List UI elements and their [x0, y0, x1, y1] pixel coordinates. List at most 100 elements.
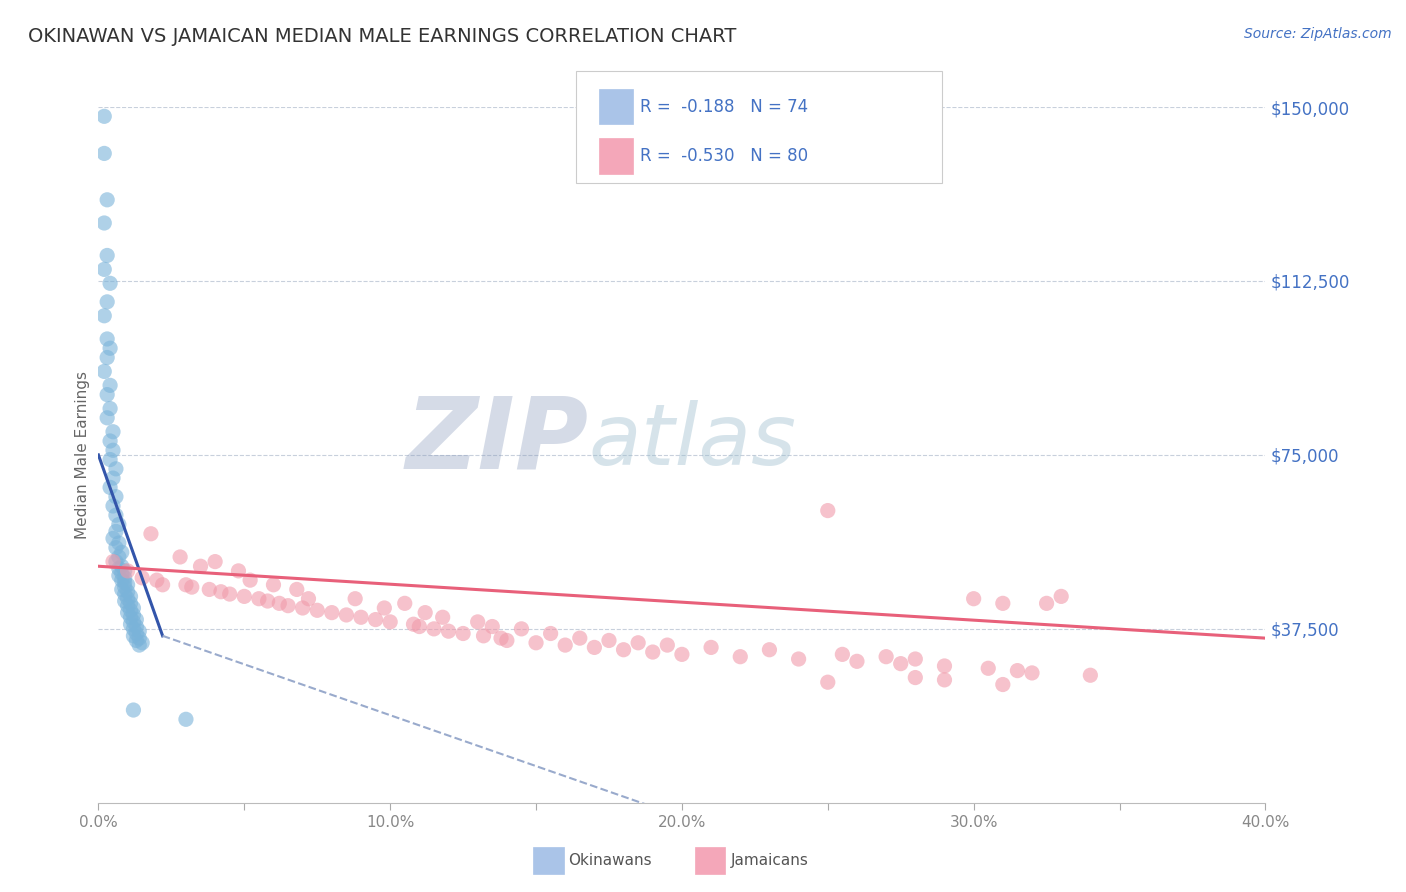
Point: [364, 613, 387, 627]
Point: [101, 425, 124, 439]
Point: [128, 624, 150, 639]
Point: [787, 652, 810, 666]
Point: [817, 675, 839, 690]
Point: [93, 364, 115, 378]
Point: [350, 610, 373, 624]
Point: [120, 590, 142, 604]
Point: [524, 636, 547, 650]
Point: [108, 568, 131, 582]
Point: [98, 277, 121, 291]
Point: [114, 575, 136, 590]
Point: [108, 536, 131, 550]
Point: [373, 601, 395, 615]
Text: atlas: atlas: [589, 400, 797, 483]
Text: ZIP: ZIP: [405, 392, 589, 490]
Point: [117, 584, 139, 599]
Point: [962, 591, 984, 606]
Point: [297, 591, 319, 606]
Point: [817, 503, 839, 517]
Point: [104, 555, 127, 569]
Point: [1050, 590, 1073, 604]
Point: [875, 649, 897, 664]
Point: [93, 309, 115, 323]
Text: Okinawans: Okinawans: [568, 854, 651, 868]
Point: [934, 659, 956, 673]
Text: Source: ZipAtlas.com: Source: ZipAtlas.com: [1244, 27, 1392, 41]
Point: [408, 619, 430, 633]
Point: [335, 607, 357, 622]
Point: [831, 648, 853, 662]
Point: [114, 564, 136, 578]
Point: [122, 629, 145, 643]
Point: [641, 645, 664, 659]
Point: [104, 524, 127, 539]
Point: [98, 341, 121, 355]
Point: [204, 555, 226, 569]
Point: [190, 559, 212, 574]
Point: [111, 573, 134, 587]
Point: [152, 578, 174, 592]
Point: [256, 594, 278, 608]
Point: [554, 638, 576, 652]
Point: [122, 607, 145, 622]
Point: [104, 490, 127, 504]
Point: [111, 545, 134, 559]
Point: [1080, 668, 1102, 682]
Point: [114, 594, 136, 608]
Point: [247, 591, 270, 606]
Point: [131, 571, 153, 585]
Point: [269, 596, 291, 610]
Point: [114, 571, 136, 585]
Point: [845, 654, 868, 668]
Point: [307, 603, 329, 617]
Point: [98, 452, 121, 467]
Point: [467, 615, 489, 629]
Point: [96, 248, 118, 262]
Point: [98, 434, 121, 448]
Point: [96, 410, 118, 425]
Text: R =  -0.530   N = 80: R = -0.530 N = 80: [640, 147, 808, 165]
Point: [321, 606, 343, 620]
Point: [209, 584, 232, 599]
Point: [120, 617, 142, 632]
Point: [657, 638, 679, 652]
Point: [101, 499, 124, 513]
Point: [1021, 665, 1043, 680]
Point: [758, 642, 780, 657]
Point: [98, 480, 121, 494]
Point: [432, 610, 454, 624]
Point: [93, 262, 115, 277]
Point: [174, 712, 197, 726]
Point: [122, 615, 145, 629]
Point: [93, 146, 115, 161]
Text: OKINAWAN VS JAMAICAN MEDIAN MALE EARNINGS CORRELATION CHART: OKINAWAN VS JAMAICAN MEDIAN MALE EARNING…: [28, 27, 737, 45]
Point: [128, 631, 150, 645]
Point: [104, 541, 127, 555]
Point: [98, 378, 121, 392]
Point: [101, 471, 124, 485]
Point: [198, 582, 221, 597]
Point: [111, 582, 134, 597]
Point: [117, 599, 139, 613]
Point: [394, 596, 416, 610]
Point: [125, 613, 148, 627]
Point: [344, 591, 367, 606]
Point: [117, 591, 139, 606]
Point: [131, 636, 153, 650]
Point: [174, 578, 197, 592]
Point: [108, 517, 131, 532]
Point: [218, 587, 240, 601]
Point: [93, 109, 115, 123]
Point: [700, 640, 723, 655]
Point: [540, 626, 562, 640]
Point: [671, 648, 693, 662]
Point: [122, 703, 145, 717]
Point: [114, 587, 136, 601]
Point: [98, 401, 121, 416]
Point: [612, 642, 634, 657]
Point: [977, 661, 1000, 675]
Point: [117, 578, 139, 592]
Point: [262, 578, 284, 592]
Point: [120, 596, 142, 610]
Point: [728, 649, 751, 664]
